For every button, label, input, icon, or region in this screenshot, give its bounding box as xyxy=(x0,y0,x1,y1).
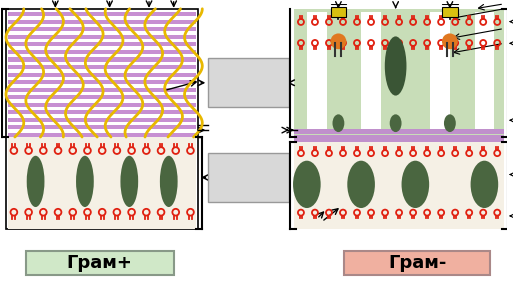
Polygon shape xyxy=(294,142,504,229)
Polygon shape xyxy=(8,65,196,69)
Ellipse shape xyxy=(27,156,45,207)
Ellipse shape xyxy=(332,114,344,132)
Ellipse shape xyxy=(293,161,321,208)
Polygon shape xyxy=(294,129,504,134)
Polygon shape xyxy=(8,80,196,84)
FancyBboxPatch shape xyxy=(208,58,289,108)
Polygon shape xyxy=(8,42,196,46)
Polygon shape xyxy=(8,133,196,137)
Ellipse shape xyxy=(121,156,138,207)
Polygon shape xyxy=(307,12,327,134)
Polygon shape xyxy=(475,12,494,134)
Polygon shape xyxy=(8,103,196,107)
Ellipse shape xyxy=(76,156,94,207)
Polygon shape xyxy=(361,12,381,134)
Polygon shape xyxy=(330,7,346,17)
Text: Грам-: Грам- xyxy=(388,254,446,272)
Polygon shape xyxy=(8,50,196,54)
FancyBboxPatch shape xyxy=(208,153,289,202)
Polygon shape xyxy=(8,110,196,114)
FancyBboxPatch shape xyxy=(26,251,174,275)
Polygon shape xyxy=(8,12,196,16)
Polygon shape xyxy=(8,137,196,229)
Ellipse shape xyxy=(385,37,406,96)
Polygon shape xyxy=(442,7,458,17)
FancyBboxPatch shape xyxy=(344,251,490,275)
Polygon shape xyxy=(8,125,196,129)
Polygon shape xyxy=(8,27,196,31)
Text: Грам+: Грам+ xyxy=(67,254,133,272)
Polygon shape xyxy=(294,9,504,137)
Polygon shape xyxy=(8,88,196,92)
Polygon shape xyxy=(8,35,196,39)
Polygon shape xyxy=(8,72,196,77)
Ellipse shape xyxy=(347,161,375,208)
Ellipse shape xyxy=(160,156,177,207)
Polygon shape xyxy=(8,20,196,24)
Circle shape xyxy=(330,33,346,49)
Polygon shape xyxy=(430,12,450,134)
Polygon shape xyxy=(330,0,346,4)
Circle shape xyxy=(442,33,458,49)
Polygon shape xyxy=(294,135,504,142)
Ellipse shape xyxy=(470,161,498,208)
Polygon shape xyxy=(6,9,199,229)
Polygon shape xyxy=(8,95,196,99)
Ellipse shape xyxy=(390,114,402,132)
Polygon shape xyxy=(8,57,196,62)
Polygon shape xyxy=(442,0,458,4)
Ellipse shape xyxy=(402,161,429,208)
Polygon shape xyxy=(8,118,196,122)
Ellipse shape xyxy=(444,114,456,132)
